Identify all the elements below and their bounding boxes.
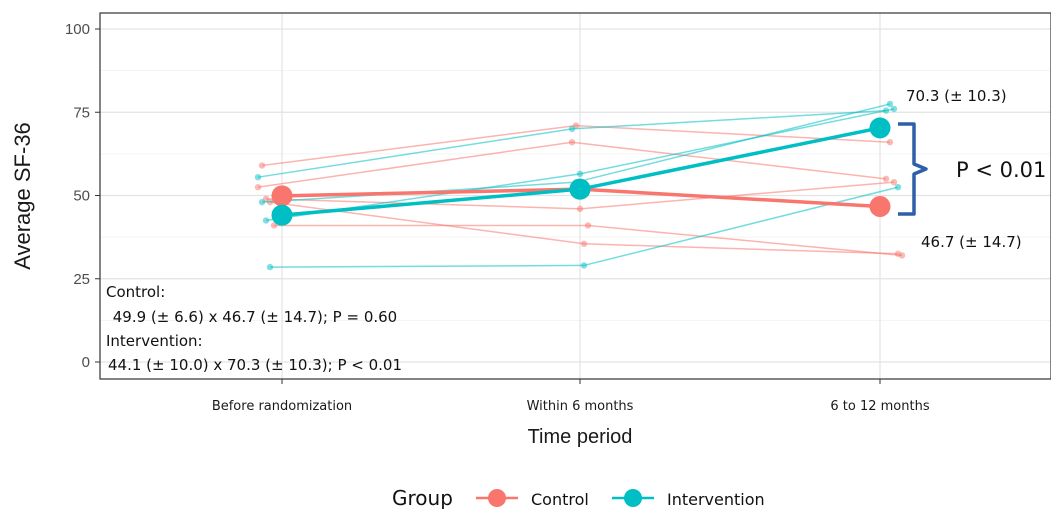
individual-point-control (890, 178, 898, 186)
individual-point-intervention (262, 217, 270, 224)
individual-point-control (568, 139, 576, 146)
y-axis: 0 25 50 75 100 (65, 21, 100, 371)
mean-point-intervention (569, 178, 591, 200)
mean-point-control (271, 185, 293, 207)
individual-point-intervention (266, 263, 274, 271)
legend-label-control: Control (531, 490, 589, 509)
individual-point-control (254, 183, 262, 191)
summary-control-stats: 49.9 (± 6.6) x 46.7 (± 14.7); P = 0.60 (108, 308, 397, 326)
individual-point-control (898, 252, 906, 259)
summary-intervention-label: Intervention: (106, 332, 203, 350)
y-axis-title: Average SF-36 (10, 122, 35, 270)
summary-control-label: Control: (106, 283, 165, 301)
individual-point-control (882, 175, 890, 183)
summary-intervention-stats: 44.1 (± 10.0) x 70.3 (± 10.3); P < 0.01 (108, 356, 402, 374)
y-tick-label: 100 (65, 21, 90, 38)
mean-point-intervention (271, 204, 293, 226)
x-axis-title: Time period (528, 426, 633, 448)
individual-point-control (886, 139, 894, 146)
y-tick-label: 0 (82, 354, 90, 371)
x-tick-label: Within 6 months (527, 399, 634, 414)
legend-key-control-point (488, 489, 506, 507)
x-tick-label: Before randomization (212, 399, 352, 414)
mean-lines (271, 117, 891, 226)
legend-label-intervention: Intervention (667, 490, 765, 509)
p-value-annotation: P < 0.01 (956, 158, 1046, 182)
intervention-end-annotation: 70.3 (± 10.3) (906, 87, 1007, 105)
individual-point-intervention (576, 170, 584, 178)
x-tick-label: 6 to 12 months (830, 399, 929, 414)
individual-point-intervention (568, 125, 576, 133)
individual-point-intervention (580, 262, 588, 269)
individual-point-intervention (254, 173, 262, 181)
legend: Group Control Intervention (392, 486, 765, 509)
significance-bracket (898, 122, 928, 216)
y-tick-label: 75 (73, 104, 90, 121)
y-tick-label: 50 (73, 188, 90, 205)
individual-point-control (576, 205, 584, 213)
individual-point-intervention (258, 198, 266, 206)
mean-point-intervention (869, 117, 891, 139)
individual-point-control (258, 162, 266, 169)
legend-key-intervention-point (624, 489, 642, 507)
individual-point-control (270, 222, 278, 229)
y-tick-label: 25 (73, 271, 90, 288)
control-end-annotation: 46.7 (± 14.7) (921, 233, 1022, 251)
individual-point-control (584, 222, 592, 229)
individual-point-control (580, 240, 588, 247)
x-axis: Before randomization Within 6 months 6 to … (212, 379, 930, 414)
individual-point-intervention (890, 105, 898, 113)
legend-title: Group (392, 486, 453, 509)
individual-point-intervention (894, 183, 902, 191)
individual-point-intervention (886, 100, 894, 108)
mean-point-control (869, 195, 891, 217)
